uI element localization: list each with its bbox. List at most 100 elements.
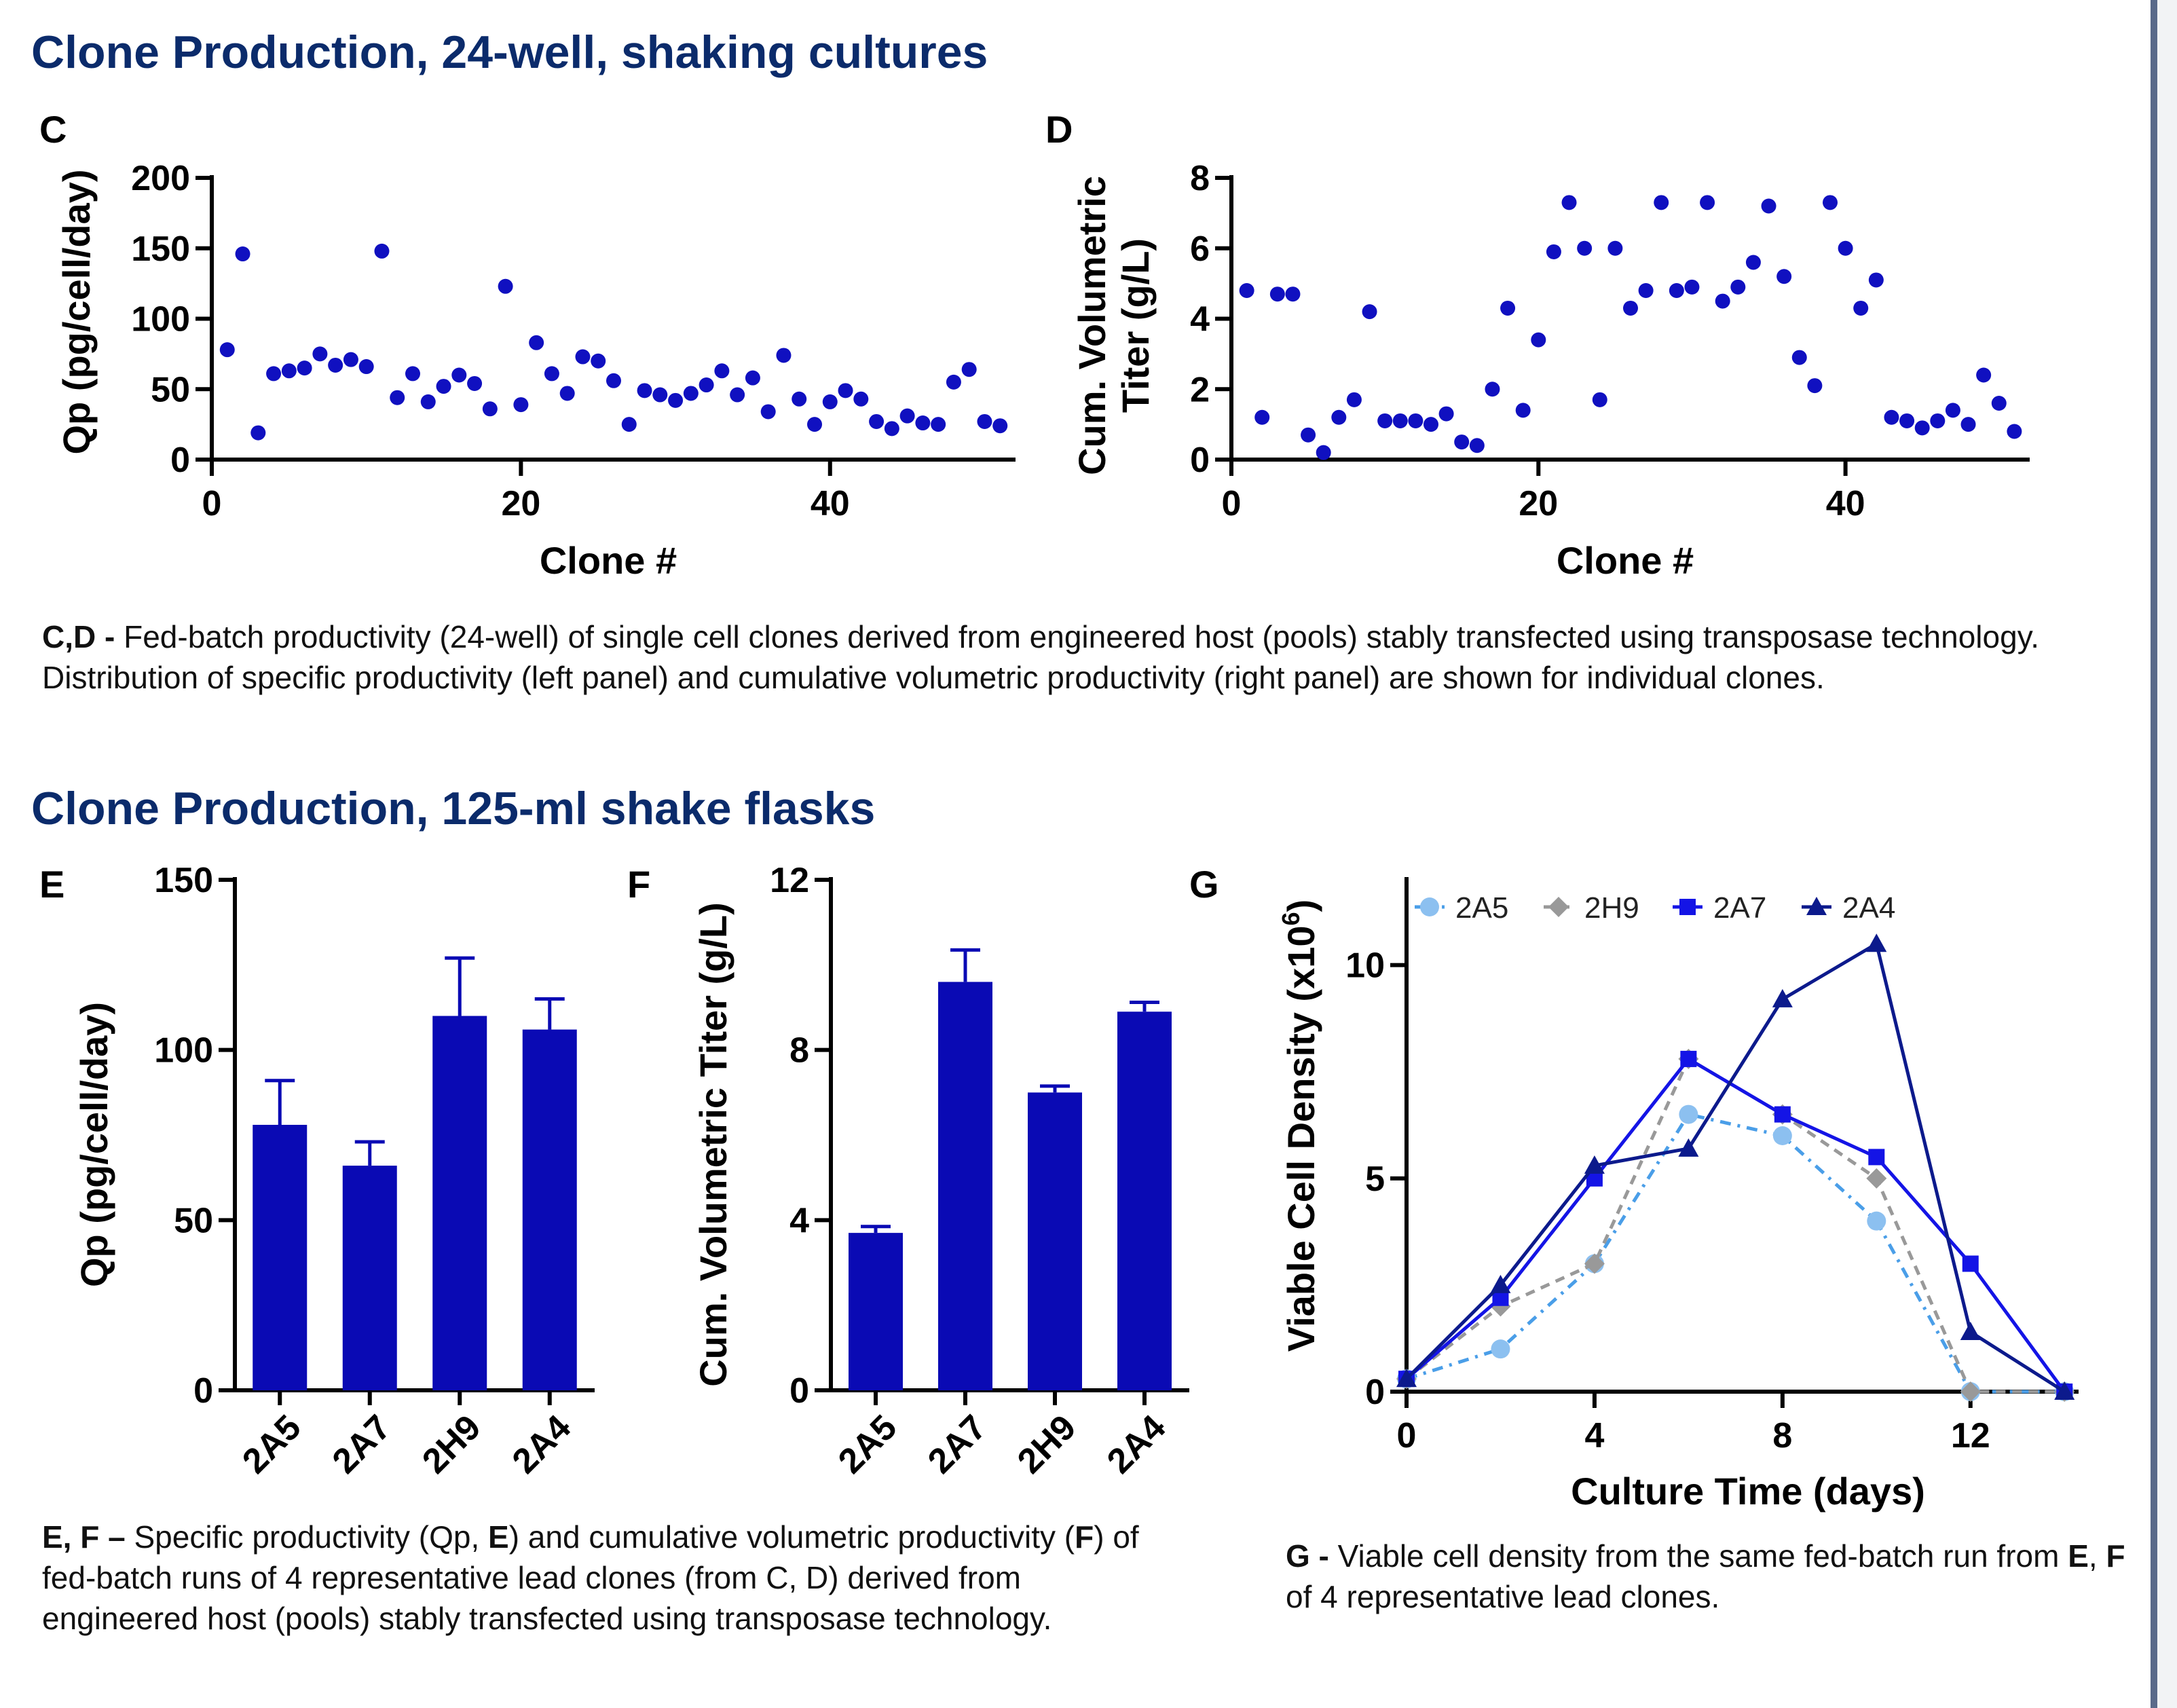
data-point — [1930, 413, 1946, 428]
data-point — [235, 246, 250, 262]
data-point — [1392, 413, 1408, 428]
data-point — [498, 278, 513, 294]
y-tick-label: 2 — [1190, 370, 1210, 409]
x-tick-label: 0 — [1397, 1416, 1417, 1455]
section-title-125ml: Clone Production, 125-ml shake flasks — [31, 783, 876, 834]
data-point — [219, 342, 235, 358]
data-point — [250, 425, 266, 441]
data-point — [1823, 195, 1838, 210]
data-point — [899, 408, 915, 424]
caption-ef-e: E — [488, 1519, 509, 1555]
data-point — [575, 349, 591, 365]
y-axis-title-text: Viable Cell Density (x10 — [1280, 925, 1322, 1352]
data-point — [869, 413, 885, 429]
y-tick-label: 12 — [770, 861, 809, 900]
data-point — [1684, 279, 1700, 295]
legend-entry: 2H9 — [1584, 891, 1639, 925]
x-tick-label: 40 — [1826, 484, 1865, 523]
x-tick-label: 4 — [1584, 1416, 1604, 1455]
data-point — [281, 363, 297, 379]
data-point — [931, 417, 946, 432]
data-point — [1531, 332, 1546, 348]
data-point — [745, 370, 760, 386]
series-2A4 — [1396, 933, 2075, 1400]
data-point — [529, 335, 544, 350]
series-marker — [1679, 899, 1696, 915]
data-point — [1424, 417, 1438, 432]
data-point — [1853, 300, 1869, 316]
data-point — [606, 373, 621, 388]
data-point — [1485, 382, 1500, 397]
bar — [1028, 1092, 1082, 1390]
x-tick-label: 40 — [811, 484, 850, 523]
data-point — [343, 352, 358, 367]
caption-cd-lead: C,D - — [42, 619, 124, 654]
data-point — [513, 397, 529, 413]
data-point — [1623, 300, 1638, 316]
panel-label-E: E — [39, 863, 64, 906]
caption-g-part: of 4 representative lead clones. — [1286, 1579, 1720, 1614]
axes-E: 0 50 100 150 — [154, 861, 595, 1411]
y-tick-label: 6 — [1190, 229, 1210, 269]
caption-g-part: Viable cell density from the same fed-ba… — [1337, 1538, 2068, 1574]
category-label: 2H9 — [1010, 1407, 1083, 1481]
data-point — [374, 243, 390, 259]
data-point — [699, 377, 714, 393]
series-marker — [1584, 1253, 1605, 1274]
data-point — [668, 392, 684, 408]
data-point — [1316, 445, 1331, 460]
data-point — [792, 391, 807, 407]
line-series-G — [1396, 933, 2075, 1402]
data-point — [1269, 286, 1285, 302]
data-point — [1577, 240, 1593, 256]
data-point — [297, 360, 312, 376]
y-tick-label: 200 — [131, 159, 190, 198]
data-point — [1454, 434, 1470, 450]
y-tick-label: 50 — [174, 1201, 213, 1240]
y-tick-label: 4 — [1190, 300, 1210, 339]
category-label: 2A7 — [325, 1407, 398, 1481]
category-label: 2A5 — [831, 1407, 904, 1481]
series-marker — [1867, 1211, 1886, 1231]
data-point — [1239, 283, 1254, 298]
data-point — [358, 359, 374, 375]
data-point — [776, 348, 792, 363]
data-point — [915, 415, 931, 431]
legend-G: 2A5 2H9 2A7 2A4 — [1415, 891, 1895, 925]
data-point — [760, 404, 776, 420]
y-tick-label: 0 — [1190, 441, 1210, 480]
data-point — [730, 387, 745, 403]
data-point — [1607, 240, 1623, 256]
data-point — [1945, 403, 1960, 418]
panel-label-F: F — [627, 863, 650, 906]
y-tick-label: 10 — [1345, 946, 1385, 986]
data-point — [1715, 293, 1730, 309]
section-title-24well: Clone Production, 24-well, shaking cultu… — [31, 26, 988, 78]
series-marker — [1866, 933, 1887, 952]
data-point — [1700, 195, 1715, 210]
y-axis-title: Qp (pg/cell/day) — [55, 169, 98, 454]
series-marker — [1679, 1104, 1698, 1124]
series-marker — [1772, 1126, 1792, 1145]
series-line — [1406, 1112, 2065, 1394]
axes-G: 0 5 10 0 4 8 12 — [1345, 877, 2079, 1455]
data-point — [312, 346, 328, 362]
bar — [849, 1233, 903, 1390]
caption-ef-part: ) and cumulative volumetric productivity… — [508, 1519, 1075, 1555]
category-label: 2A4 — [1100, 1407, 1174, 1481]
bar — [522, 1029, 577, 1390]
data-point — [1730, 279, 1746, 295]
data-point — [451, 367, 467, 383]
data-point — [1976, 367, 1992, 383]
bars-F: 2A5 2A7 2H9 2A4 — [831, 948, 1174, 1481]
axes-C: 0 50 100 150 200 0 20 40 — [131, 159, 1016, 523]
data-point — [884, 421, 899, 437]
data-point — [1301, 427, 1316, 443]
series-marker — [1774, 1106, 1791, 1123]
y-tick-label: 5 — [1365, 1159, 1385, 1199]
data-point — [266, 366, 282, 382]
y-tick-label: 0 — [1365, 1373, 1385, 1412]
panel-label-D: D — [1045, 108, 1073, 151]
y-tick-label: 100 — [131, 300, 190, 339]
series-marker — [1678, 1138, 1699, 1157]
